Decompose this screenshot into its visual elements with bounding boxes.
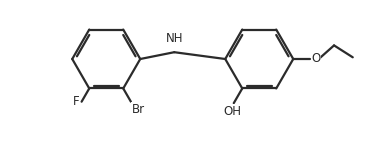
Text: OH: OH <box>223 105 241 118</box>
Text: Br: Br <box>132 103 145 116</box>
Text: O: O <box>311 52 320 66</box>
Text: F: F <box>73 95 80 108</box>
Text: NH: NH <box>166 32 184 45</box>
